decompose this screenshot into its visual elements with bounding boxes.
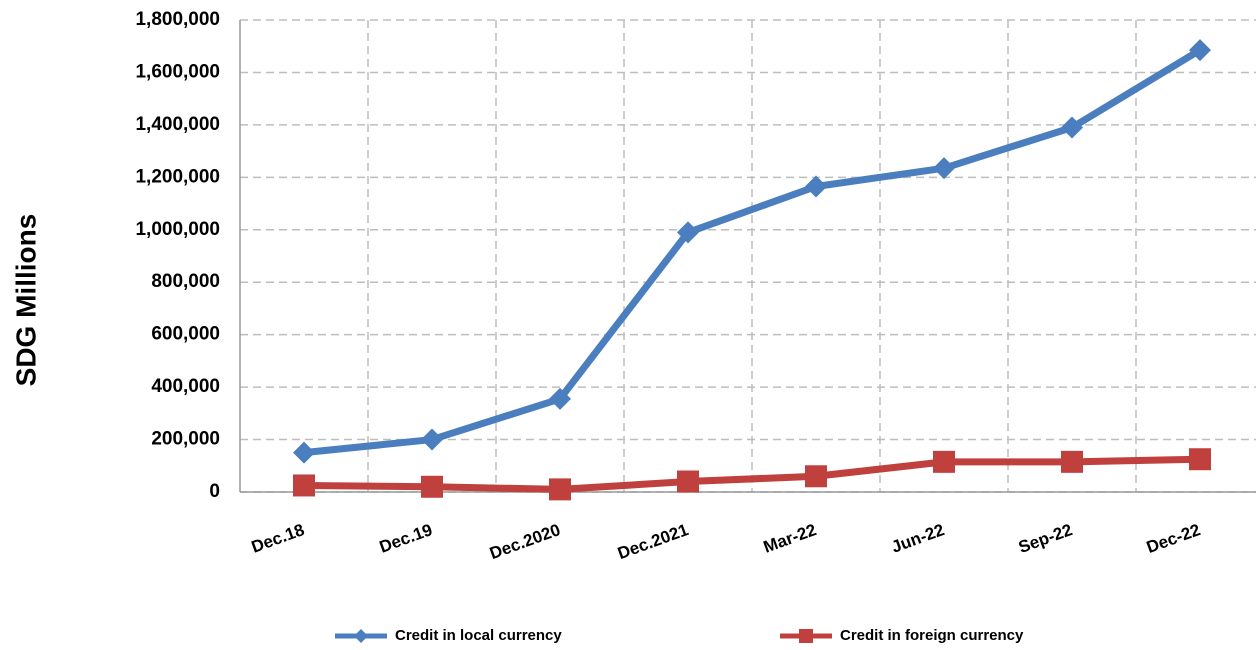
point — [1061, 450, 1083, 473]
series-line — [303, 47, 1202, 457]
y-tick-label: 1,600,000 — [135, 61, 220, 82]
y-tick-label: 800,000 — [151, 271, 220, 292]
x-tick-label: Dec.2021 — [615, 520, 691, 563]
y-tick-label: 1,200,000 — [135, 166, 220, 187]
y-tick-label: 0 — [209, 481, 220, 502]
point — [805, 175, 827, 198]
point — [805, 465, 827, 488]
point — [293, 441, 315, 464]
point — [421, 428, 443, 451]
point — [293, 474, 315, 497]
point — [677, 470, 699, 493]
point — [933, 450, 955, 473]
series-line — [303, 455, 1201, 493]
y-tick-label: 600,000 — [151, 324, 220, 345]
y-tick-label: 200,000 — [151, 429, 220, 450]
legend-label: Credit in local currency — [395, 627, 562, 644]
legend-label: Credit in foreign currency — [840, 627, 1024, 644]
x-tick-label: Dec.18 — [249, 520, 307, 557]
x-tick-label: Dec.2020 — [487, 520, 563, 563]
point — [1061, 116, 1083, 139]
x-tick-label: Dec.19 — [377, 520, 435, 557]
point — [354, 629, 368, 643]
y-axis-label: SDG Millions — [10, 214, 41, 387]
x-tick-label: Jun-22 — [889, 520, 947, 557]
point — [799, 629, 813, 643]
y-tick-label: 1,000,000 — [135, 219, 220, 240]
y-tick-label: 1,800,000 — [135, 9, 220, 30]
point — [1189, 448, 1211, 471]
point — [933, 157, 955, 180]
x-tick-label: Dec-22 — [1144, 520, 1203, 557]
y-tick-label: 1,400,000 — [135, 114, 220, 135]
x-tick-label: Mar-22 — [761, 520, 819, 557]
point — [677, 221, 699, 244]
point — [1189, 39, 1211, 62]
point — [421, 475, 443, 498]
point — [549, 387, 571, 410]
y-tick-label: 400,000 — [151, 376, 220, 397]
point — [549, 478, 571, 501]
x-tick-label: Sep-22 — [1016, 520, 1075, 557]
